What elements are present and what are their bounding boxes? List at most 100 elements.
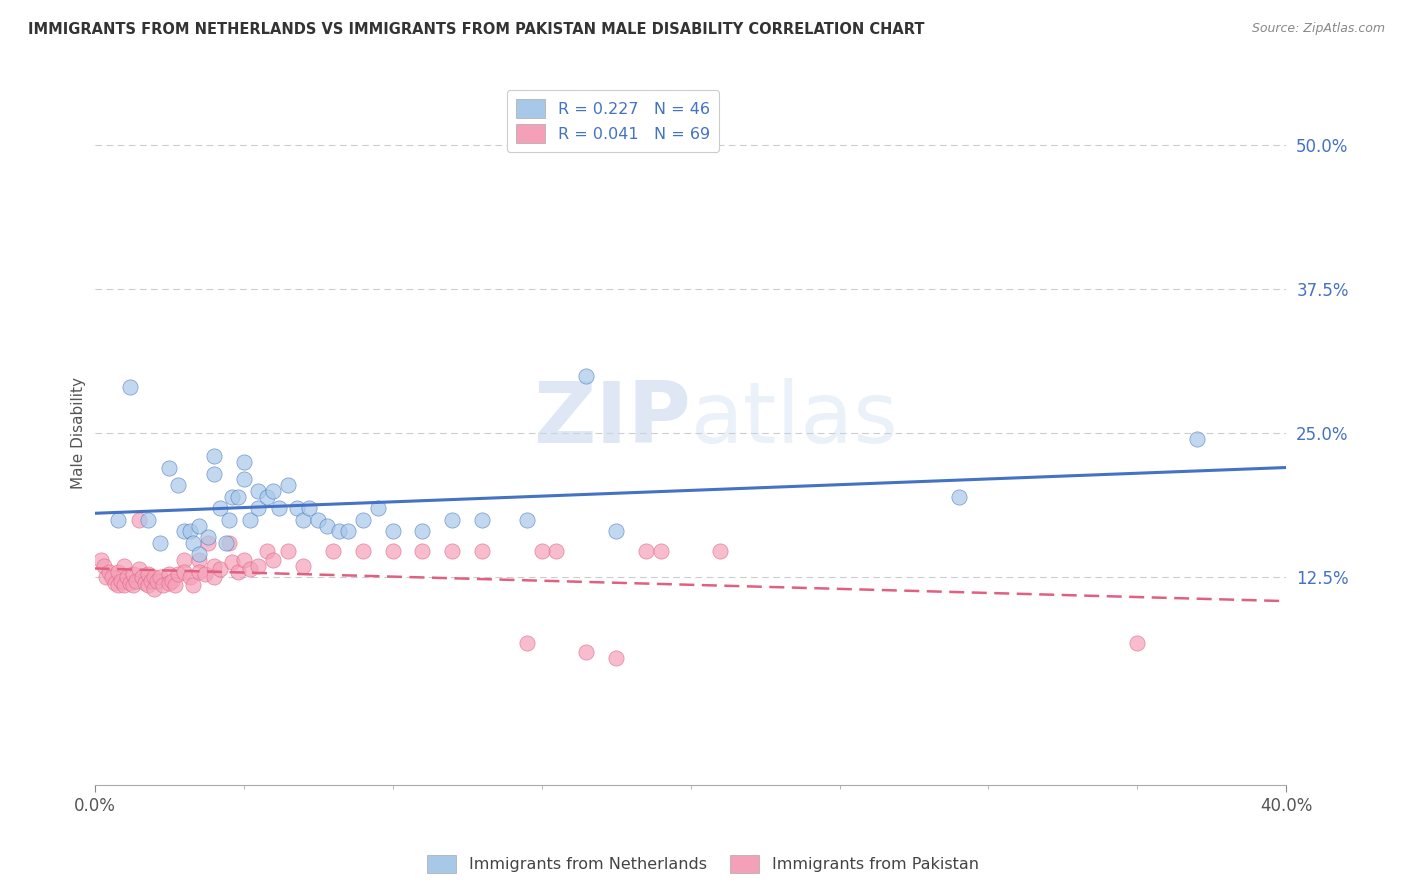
Point <box>634 544 657 558</box>
Point <box>352 544 374 558</box>
Point <box>163 578 186 592</box>
Point <box>221 555 243 569</box>
Point <box>411 544 433 558</box>
Point <box>128 513 150 527</box>
Point <box>202 570 225 584</box>
Point <box>247 501 270 516</box>
Point <box>136 566 159 581</box>
Point <box>516 513 538 527</box>
Legend: Immigrants from Netherlands, Immigrants from Pakistan: Immigrants from Netherlands, Immigrants … <box>420 848 986 880</box>
Point <box>157 461 180 475</box>
Point <box>110 574 132 588</box>
Point <box>226 565 249 579</box>
Point <box>441 544 464 558</box>
Point <box>160 574 183 588</box>
Point <box>107 513 129 527</box>
Point <box>1185 432 1208 446</box>
Point <box>1126 636 1149 650</box>
Point <box>471 544 494 558</box>
Point <box>101 570 124 584</box>
Point <box>157 566 180 581</box>
Point <box>197 530 219 544</box>
Point <box>122 578 145 592</box>
Point <box>262 483 284 498</box>
Point <box>104 576 127 591</box>
Point <box>232 455 254 469</box>
Point <box>187 518 209 533</box>
Point <box>247 483 270 498</box>
Point <box>187 565 209 579</box>
Point <box>202 450 225 464</box>
Point <box>298 501 321 516</box>
Point <box>152 578 174 592</box>
Point <box>218 513 240 527</box>
Point <box>247 558 270 573</box>
Point <box>575 368 598 383</box>
Point <box>112 558 135 573</box>
Point <box>143 582 166 596</box>
Point <box>179 524 201 539</box>
Point <box>650 544 672 558</box>
Point <box>218 536 240 550</box>
Text: IMMIGRANTS FROM NETHERLANDS VS IMMIGRANTS FROM PAKISTAN MALE DISABILITY CORRELAT: IMMIGRANTS FROM NETHERLANDS VS IMMIGRANT… <box>28 22 925 37</box>
Point <box>256 544 278 558</box>
Point <box>181 578 204 592</box>
Point <box>134 576 156 591</box>
Point <box>322 544 344 558</box>
Point <box>238 562 260 576</box>
Point <box>575 645 598 659</box>
Point <box>187 547 209 561</box>
Point <box>516 636 538 650</box>
Text: Source: ZipAtlas.com: Source: ZipAtlas.com <box>1251 22 1385 36</box>
Point <box>149 536 172 550</box>
Point <box>381 544 404 558</box>
Point <box>117 570 139 584</box>
Point <box>120 380 142 394</box>
Point <box>232 472 254 486</box>
Point <box>256 490 278 504</box>
Point <box>530 544 553 558</box>
Point <box>143 570 166 584</box>
Point <box>441 513 464 527</box>
Point <box>202 558 225 573</box>
Point <box>141 574 163 588</box>
Point <box>98 565 121 579</box>
Point <box>277 478 299 492</box>
Point <box>173 524 195 539</box>
Point <box>411 524 433 539</box>
Y-axis label: Male Disability: Male Disability <box>72 377 86 490</box>
Point <box>187 553 209 567</box>
Point <box>96 570 118 584</box>
Point <box>328 524 350 539</box>
Point <box>336 524 359 539</box>
Point <box>605 524 627 539</box>
Point <box>277 544 299 558</box>
Point <box>197 536 219 550</box>
Point <box>107 565 129 579</box>
Point <box>120 576 142 591</box>
Point <box>471 513 494 527</box>
Point <box>179 570 201 584</box>
Point <box>238 513 260 527</box>
Point <box>262 553 284 567</box>
Legend: R = 0.227   N = 46, R = 0.041   N = 69: R = 0.227 N = 46, R = 0.041 N = 69 <box>506 90 720 153</box>
Point <box>173 553 195 567</box>
Point <box>367 501 389 516</box>
Point <box>136 578 159 592</box>
Point <box>709 544 731 558</box>
Point <box>307 513 329 527</box>
Point <box>146 574 169 588</box>
Point <box>221 490 243 504</box>
Point <box>194 566 217 581</box>
Point <box>285 501 308 516</box>
Point <box>136 513 159 527</box>
Point <box>605 651 627 665</box>
Point <box>269 501 291 516</box>
Point <box>546 544 568 558</box>
Point <box>208 562 231 576</box>
Point <box>381 524 404 539</box>
Point <box>131 570 153 584</box>
Point <box>208 501 231 516</box>
Point <box>232 553 254 567</box>
Point <box>125 574 148 588</box>
